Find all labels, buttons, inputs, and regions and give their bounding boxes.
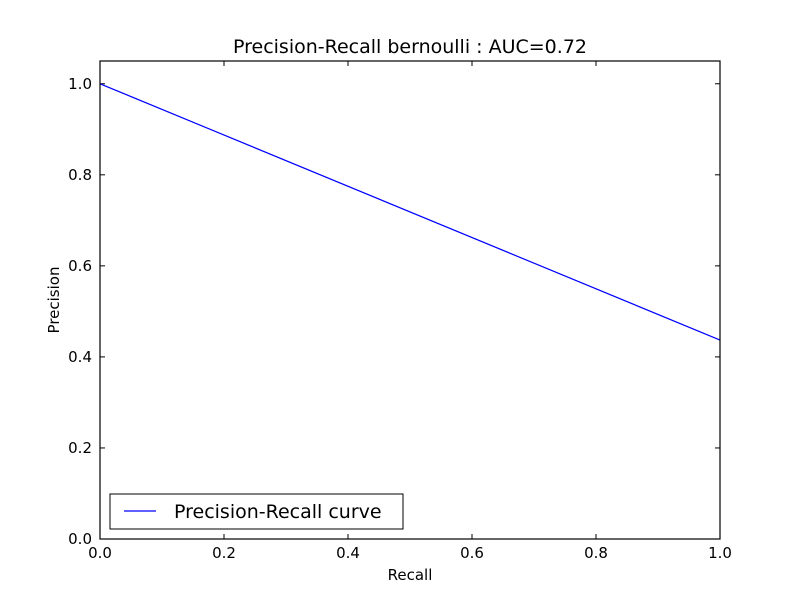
plot-frame — [99, 60, 721, 540]
x-tick-label: 0.8 — [584, 544, 608, 562]
x-tick-label: 0.4 — [336, 544, 360, 562]
x-tick-label: 0.2 — [212, 544, 236, 562]
x-tick-label: 0.0 — [88, 544, 112, 562]
chart-title: Precision-Recall bernoulli : AUC=0.72 — [233, 36, 587, 58]
x-tick-label: 0.6 — [460, 544, 484, 562]
plot-background — [100, 61, 720, 539]
y-tick-label: 0.8 — [68, 166, 92, 184]
y-axis-label: Precision — [45, 267, 63, 334]
legend-label: Precision-Recall curve — [174, 501, 382, 523]
x-axis-label: Recall — [388, 566, 433, 584]
y-tick-label: 1.0 — [68, 75, 92, 93]
series-line-precision-recall — [99, 83, 721, 341]
y-tick-label: 0.6 — [68, 257, 92, 275]
y-tick-label: 0.2 — [68, 439, 92, 457]
x-tick-labels: 0.0 0.2 0.4 0.6 0.8 1.0 — [88, 544, 732, 562]
y-tick-label: 0.0 — [68, 530, 92, 548]
series-layer — [99, 83, 721, 341]
y-tick-labels: 0.0 0.2 0.4 0.6 0.8 1.0 — [68, 75, 92, 548]
x-tick-label: 1.0 — [708, 544, 732, 562]
legend: Precision-Recall curve — [109, 493, 404, 530]
legend-frame — [109, 493, 404, 530]
y-tick-label: 0.4 — [68, 348, 92, 366]
plot-area — [99, 60, 721, 540]
